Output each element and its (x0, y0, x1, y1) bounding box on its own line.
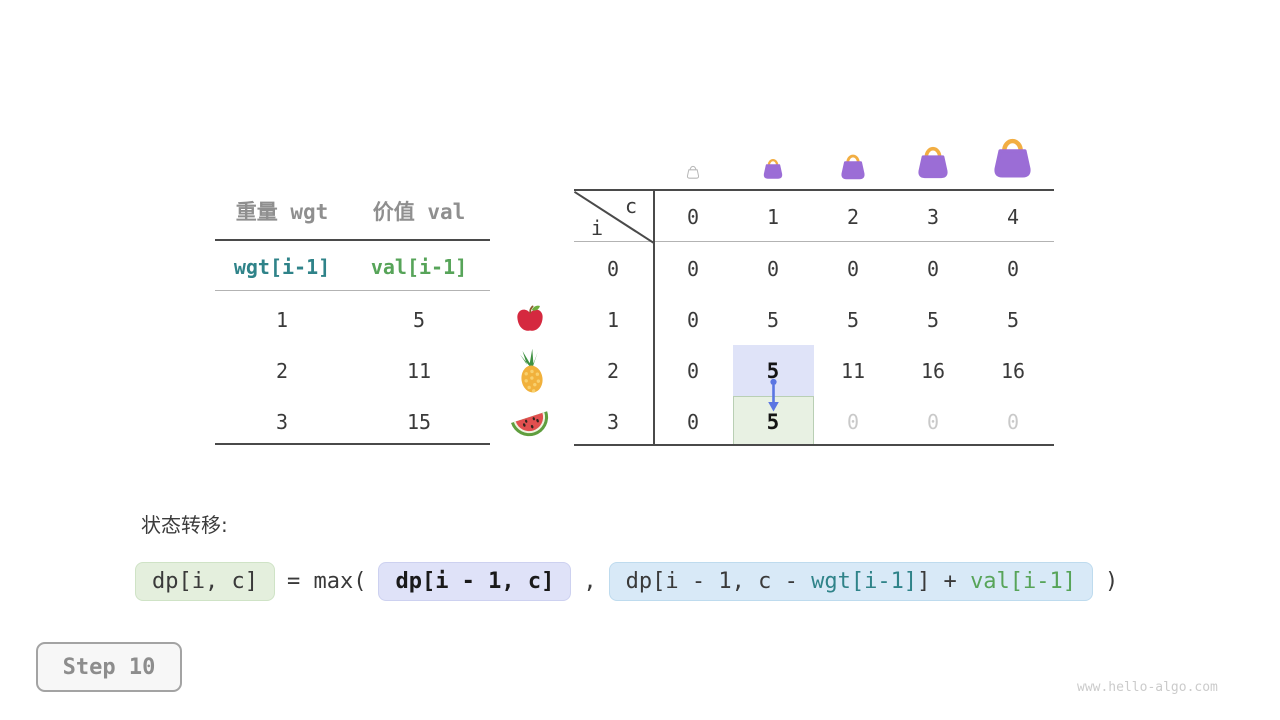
comma-text: , (583, 568, 597, 594)
take-val: val[i-1] (970, 568, 1077, 594)
dp-cell-source: 5 (766, 359, 780, 383)
dp-col-header: 4 (1006, 205, 1020, 229)
watermelon-icon (511, 411, 549, 437)
dp-row-label: 2 (606, 359, 620, 383)
take-plus: + (930, 568, 971, 594)
corner-col-label: c (624, 194, 638, 218)
state-transition-label: 状态转移: (141, 513, 228, 537)
transition-arrow-icon (768, 378, 779, 412)
bag-icon-capacity-2 (841, 154, 865, 180)
dp-col-header: 2 (846, 205, 860, 229)
step-badge-label: Step 10 (62, 654, 156, 680)
site-watermark: www.hello-algo.com (1077, 680, 1218, 695)
dp-table-header-rule (574, 241, 1054, 242)
dp-table-vertical-rule (653, 190, 655, 445)
items-table-bottom-rule (215, 443, 490, 445)
apple-icon (517, 305, 543, 331)
dp-cell: 0 (846, 257, 860, 281)
take-wgt: wgt[i-1] (811, 568, 918, 594)
items-col-header-val: 价值 val (372, 200, 466, 224)
dp-cell: 0 (686, 257, 700, 281)
dp-table-corner-diagonal (573, 191, 655, 245)
dp-take-chip: dp[i - 1, c - wgt[i-1]] + val[i-1] (608, 561, 1094, 601)
bag-icon-capacity-1 (763, 158, 783, 179)
item-2-weight: 2 (275, 359, 289, 383)
item-2-value: 11 (406, 359, 432, 383)
dp-cell: 11 (840, 359, 866, 383)
dp-cell-unfilled: 0 (926, 410, 940, 434)
item-1-value: 5 (412, 308, 426, 332)
take-bracket: ] (917, 568, 931, 594)
bag-icon-capacity-3 (918, 146, 948, 179)
item-3-value: 15 (406, 410, 432, 434)
dp-cell-unfilled: 0 (846, 410, 860, 434)
dp-table-top-rule (574, 189, 1054, 191)
dp-cell: 16 (1000, 359, 1026, 383)
dp-keep-chip: dp[i - 1, c] (378, 561, 572, 601)
dp-cell: 0 (686, 359, 700, 383)
corner-row-label: i (590, 216, 604, 240)
dp-cell: 5 (846, 308, 860, 332)
items-col-header-wgt: 重量 wgt (235, 200, 329, 224)
items-index-val: val[i-1] (370, 255, 468, 279)
items-table-mid-rule (215, 290, 490, 291)
dp-table-bottom-rule (574, 444, 1054, 446)
dp-cell: 5 (926, 308, 940, 332)
step-badge: Step 10 (36, 642, 182, 692)
dp-cell: 0 (686, 410, 700, 434)
state-transition-formula: dp[i, c] = max( dp[i - 1, c] , dp[i - 1,… (135, 558, 1118, 604)
dp-cell-current: 5 (766, 410, 780, 434)
dp-current-chip: dp[i, c] (135, 561, 275, 601)
dp-row-label: 3 (606, 410, 620, 434)
items-index-wgt: wgt[i-1] (233, 255, 331, 279)
dp-col-header: 0 (686, 205, 700, 229)
dp-cell: 0 (686, 308, 700, 332)
dp-col-header: 1 (766, 205, 780, 229)
dp-row-label: 0 (606, 257, 620, 281)
dp-cell: 0 (926, 257, 940, 281)
equals-max-text: = max( (286, 568, 367, 594)
close-paren-text: ) (1105, 568, 1119, 594)
dp-cell: 0 (1006, 257, 1020, 281)
dp-cell: 5 (766, 308, 780, 332)
bag-icon-capacity-4 (989, 135, 1036, 180)
items-table-top-rule (215, 239, 490, 241)
bag-outline-icon (686, 165, 700, 179)
dp-row-label: 1 (606, 308, 620, 332)
item-1-weight: 1 (275, 308, 289, 332)
take-prefix: dp[i - 1, c - (625, 568, 812, 594)
dp-cell: 16 (920, 359, 946, 383)
pineapple-icon (519, 349, 543, 393)
dp-col-header: 3 (926, 205, 940, 229)
dp-cell: 0 (766, 257, 780, 281)
dp-cell-unfilled: 0 (1006, 410, 1020, 434)
dp-cell: 5 (1006, 308, 1020, 332)
item-3-weight: 3 (275, 410, 289, 434)
